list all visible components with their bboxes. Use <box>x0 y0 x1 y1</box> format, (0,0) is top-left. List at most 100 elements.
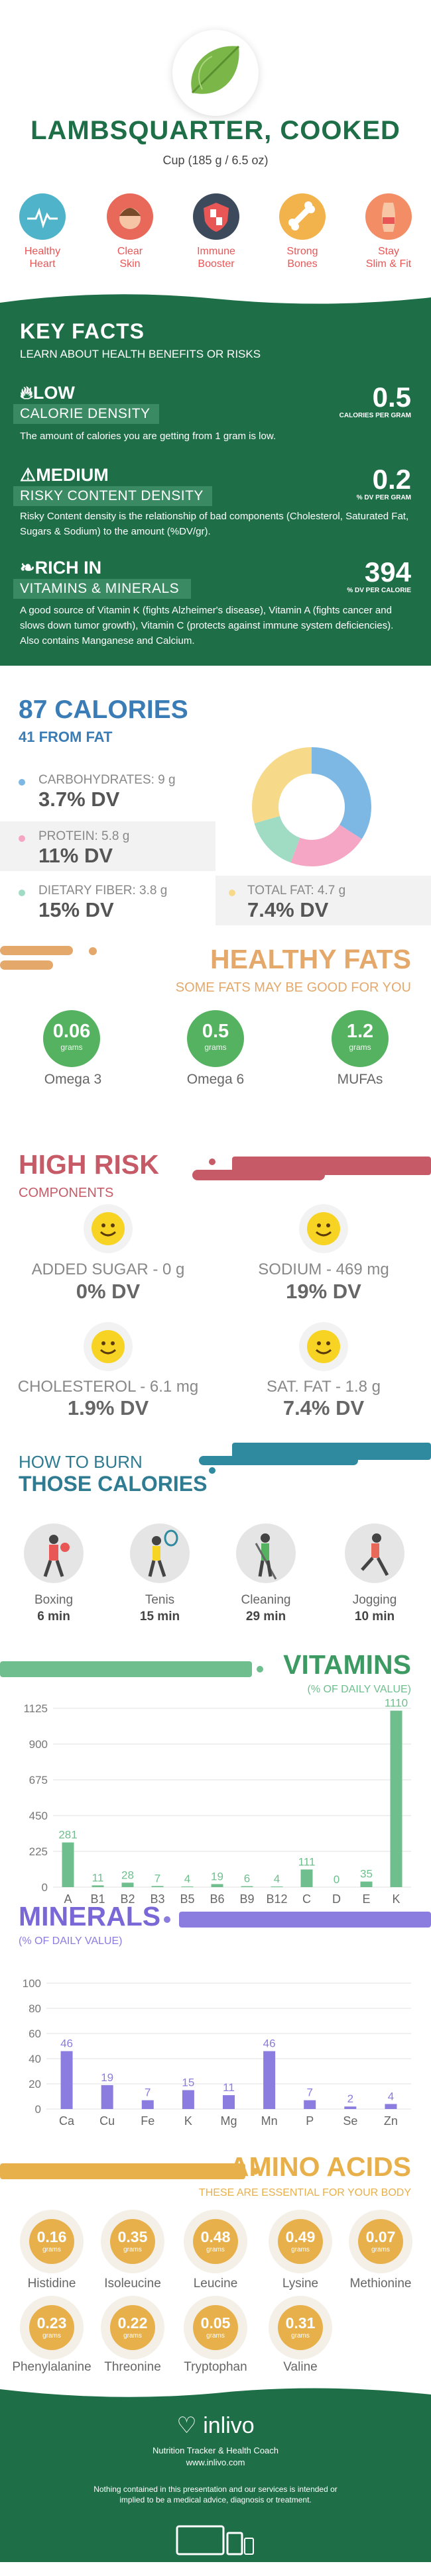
amino-label-lysine: Lysine <box>282 2277 319 2291</box>
x-tick-label: A <box>64 1892 72 1906</box>
bar-E <box>360 1881 373 1887</box>
benefit-clear-skin: Clear Skin <box>97 193 163 270</box>
amino-label-tryptophan: Tryptophan <box>184 2360 247 2374</box>
x-tick-label: B1 <box>90 1892 105 1906</box>
fact-vitamins-band: VITAMINS & MINERALS <box>13 579 191 599</box>
activity-time-tennis: 15 min <box>139 1610 180 1623</box>
bar-K <box>390 1710 402 1887</box>
fat-label-omega6: Omega 6 <box>186 1072 245 1087</box>
x-tick-label: K <box>392 1892 400 1906</box>
bar-C <box>300 1869 313 1887</box>
y-tick-label: 450 <box>29 1810 48 1822</box>
fact-vitamins-unit: % DV PER CALORIE <box>347 587 411 594</box>
footer: ♡ inlivo Nutrition Tracker & Health Coac… <box>0 2384 431 2576</box>
minerals-sub: (% OF DAILY VALUE) <box>19 1935 123 1947</box>
fact-vitamins-level: ❧RICH IN <box>20 558 102 578</box>
bar-B1 <box>92 1885 104 1887</box>
fat-bubble-mufas: 1.2 grams <box>332 1010 389 1067</box>
flame-icon: 🔥︎ <box>20 383 33 403</box>
activity-label-tennis: Tenis <box>145 1593 175 1607</box>
y-tick-label: 1125 <box>23 1702 48 1715</box>
x-tick-label: C <box>302 1892 311 1906</box>
smiley-icon <box>307 1212 340 1245</box>
amino-label-threonine: Threonine <box>104 2360 161 2374</box>
amino-heading: AMINO ACIDS <box>229 2151 411 2182</box>
decor-stripes-left <box>0 2163 259 2179</box>
fat-bubble-omega6: 0.5 grams <box>187 1010 244 1067</box>
decor-stripes-left <box>0 946 97 970</box>
warning-icon: ⚠︎ <box>20 465 36 485</box>
burn-heading-2: THOSE CALORIES <box>19 1472 208 1496</box>
body-icon <box>365 193 412 240</box>
heart-monitor-icon <box>19 193 66 240</box>
leaf-icon <box>191 45 240 94</box>
risk-value-sodium: 19% DV <box>286 1280 361 1303</box>
leaf-icon: ❧ <box>20 558 35 578</box>
fact-calorie-desc: The amount of calories you are getting f… <box>20 431 277 442</box>
y-tick-label: 80 <box>29 2002 41 2015</box>
bar-Se <box>344 2106 357 2109</box>
vitamins-heading: VITAMINS <box>283 1649 411 1680</box>
bar-value-label: 7 <box>306 2087 312 2099</box>
x-tick-label: K <box>184 2114 192 2128</box>
fact-vitamins-desc: A good source of Vitamin K (fights Alzhe… <box>20 605 394 646</box>
decor-stripes-left <box>0 1661 263 1677</box>
bar-B12 <box>271 1886 283 1887</box>
amino-bubble-phenylalanine: 0.23 grams <box>29 2305 74 2350</box>
minerals-bar-chart: 0 20 40 60 80 100 46 Ca 19 Cu 7 Fe 15 K 11 Mg 46 Mn 7 P 2 Se 4… <box>23 1977 411 2128</box>
amino-bubble-valine: 0.31 grams <box>278 2305 323 2350</box>
tennis-icon <box>130 1523 190 1583</box>
x-tick-label: Se <box>343 2114 357 2128</box>
risk-label-sodium: SODIUM - 469 mg <box>258 1261 389 1278</box>
bar-value-label: 7 <box>154 1872 160 1884</box>
risk-value-satfat: 7.4% DV <box>282 1396 365 1419</box>
page-title: LAMBSQUARTER, COOKED <box>31 116 400 145</box>
footer-url[interactable]: www.inlivo.com <box>186 2457 245 2467</box>
amino-label-methionine: Methionine <box>349 2277 412 2291</box>
x-tick-label: Cu <box>99 2114 115 2128</box>
vitamins-sub: (% OF DAILY VALUE) <box>307 1684 411 1695</box>
bar-value-label: 28 <box>121 1869 134 1881</box>
risk-value-cholesterol: 1.9% DV <box>67 1396 149 1419</box>
benefit-strong-bones: Strong Bones <box>269 193 336 270</box>
macro-protein: PROTEIN: 5.8 g 11% DV <box>0 821 216 871</box>
amino-bubble-lysine: 0.49 grams <box>278 2219 323 2264</box>
smiley-icon <box>307 1330 340 1363</box>
wave-divider <box>0 2384 431 2397</box>
amino-sub: THESE ARE ESSENTIAL FOR YOUR BODY <box>198 2187 411 2198</box>
healthy-fats-sub: SOME FATS MAY BE GOOD FOR YOU <box>175 980 411 995</box>
decor-stripes-right <box>199 1443 431 1474</box>
boxing-icon <box>24 1523 84 1583</box>
y-tick-label: 675 <box>29 1774 48 1786</box>
bar-value-label: 111 <box>298 1855 316 1868</box>
donut-slice-fat <box>252 747 371 866</box>
bar-Ca <box>60 2051 73 2109</box>
decor-stripes-right <box>164 1912 431 1928</box>
fact-vitamins-value: 394 <box>364 556 411 588</box>
face-icon <box>107 193 153 240</box>
benefit-immune-booster: Immune Booster <box>183 193 249 270</box>
y-tick-label: 40 <box>29 2053 41 2065</box>
bar-value-label: 4 <box>184 1873 190 1885</box>
heart-logo-icon: ♡ <box>176 2413 197 2438</box>
smiley-icon <box>92 1212 125 1245</box>
y-tick-label: 60 <box>29 2028 41 2040</box>
y-tick-label: 225 <box>29 1845 48 1858</box>
bar-K <box>182 2090 194 2109</box>
minerals-heading: MINERALS <box>19 1901 161 1932</box>
fact-calorie-unit: CALORIES PER GRAM <box>339 412 411 419</box>
activity-time-boxing: 6 min <box>37 1610 70 1623</box>
key-facts-heading: KEY FACTS <box>20 319 145 343</box>
calories-heading: 87 CALORIES <box>19 696 188 724</box>
bar-value-label: 2 <box>347 2092 353 2105</box>
bar-value-label: 4 <box>274 1873 280 1885</box>
risk-label-cholesterol: CHOLESTEROL - 6.1 mg <box>17 1378 199 1396</box>
benefit-healthy-heart: Healthy Heart <box>9 193 76 270</box>
bar-value-label: 19 <box>211 1870 223 1882</box>
risk-value-sugar: 0% DV <box>76 1280 141 1303</box>
activity-label-boxing: Boxing <box>34 1593 74 1607</box>
header-section: LAMBSQUARTER, COOKED Cup (185 g / 6.5 oz… <box>0 0 431 298</box>
burn-heading-1: HOW TO BURN <box>19 1452 143 1472</box>
benefit-stay-slim: Stay Slim & Fit <box>355 193 422 270</box>
amino-bubble-isoleucine: 0.35 grams <box>110 2219 155 2264</box>
